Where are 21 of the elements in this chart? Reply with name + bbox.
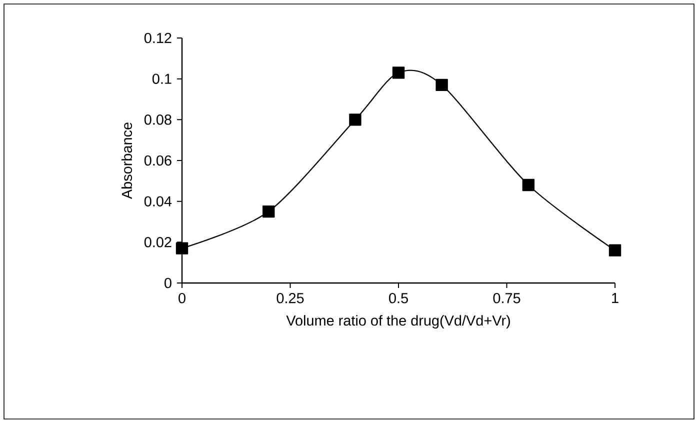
x-tick-label: 0	[178, 293, 186, 304]
x-tick-label: 0.25	[276, 293, 304, 304]
point	[349, 114, 362, 126]
x-tick-label: 0.75	[493, 293, 520, 304]
y-tick-label: 0.1	[152, 74, 172, 84]
y-tick-label: 0.08	[144, 114, 172, 125]
y-tick-label: 0.12	[144, 32, 172, 44]
point	[392, 66, 405, 79]
point	[436, 78, 448, 92]
y-tick-label: 0.06	[144, 155, 172, 166]
y-tick-label: 0.04	[144, 196, 172, 206]
y-tick-label: 0.02	[144, 237, 172, 248]
x-tick-label: 0.5	[389, 293, 408, 304]
point	[176, 242, 188, 254]
y-tick-label: 0	[164, 278, 172, 288]
point	[262, 205, 275, 218]
point	[608, 244, 622, 256]
point	[522, 178, 535, 192]
x-axis-title: Volume ratio of the drug(Vd/Vd+Vr)	[286, 315, 510, 329]
x-tick-label: 1	[612, 293, 618, 303]
y-axis-title: Absorbance	[121, 122, 132, 200]
